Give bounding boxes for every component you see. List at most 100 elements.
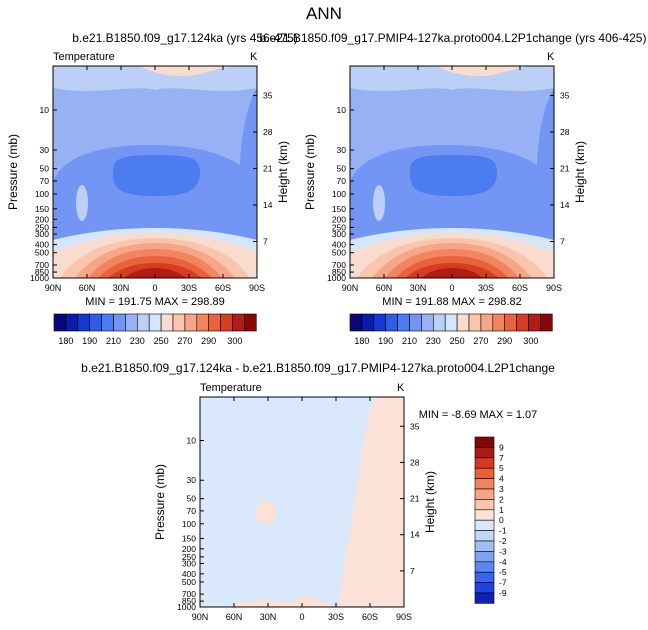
pressure-tick-label: 700 [35, 260, 49, 270]
colorbar-label: 180 [354, 336, 369, 346]
height-tick-label: 7 [263, 237, 268, 247]
pressure-tick-label: 30 [187, 475, 197, 485]
pressure-tick-label: 500 [332, 248, 346, 258]
pressure-tick-label: 500 [182, 577, 196, 587]
pressure-tick-label: 300 [182, 558, 196, 568]
height-tick-label: 28 [410, 457, 420, 467]
diff-colorbar-label: 1 [499, 505, 504, 515]
pressure-tick-label: 250 [182, 552, 196, 562]
x-tick-label: 60N [226, 612, 243, 622]
panel-a-unit-label: K [250, 51, 258, 63]
pressure-tick-label: 300 [35, 229, 49, 239]
x-tick-label: 90S [546, 283, 562, 293]
panel-b-unit-label: K [547, 51, 555, 63]
colorbar-box [89, 313, 102, 332]
colorbar-label: 230 [426, 336, 441, 346]
diff-colorbar-box [474, 488, 495, 500]
pressure-tick-label: 1000 [327, 273, 346, 283]
region-warm-top-right [393, 400, 404, 420]
height-tick-label: 21 [263, 164, 273, 174]
panel-a-contours [53, 66, 257, 278]
height-tick-label: 14 [410, 530, 420, 540]
height-tick-label: 7 [410, 566, 415, 576]
pressure-tick-label: 250 [332, 222, 346, 232]
diff-colorbar-label: -4 [499, 557, 507, 567]
diff-colorbar-box [474, 509, 495, 521]
y-axis-right-label: Height (km) [573, 141, 587, 203]
x-tick-label: 60S [512, 283, 528, 293]
colorbar-box [492, 313, 505, 332]
colorbar-box [480, 313, 494, 332]
x-tick-label: 60N [79, 283, 96, 293]
x-tick-label: 60S [362, 612, 378, 622]
pressure-tick-label: 50 [337, 164, 347, 174]
colorbar-box [504, 313, 517, 332]
panel-c-contours [200, 397, 404, 607]
colorbar-label: 190 [378, 336, 393, 346]
colorbar-box [468, 313, 482, 332]
pressure-tick-label: 700 [182, 589, 196, 599]
panel-b-axes: 90N 60N 30N 0 30S 60S 90S103050701001502002503… [303, 66, 587, 293]
pressure-tick-label: 50 [187, 494, 197, 504]
region-layer-300-b [421, 268, 483, 278]
pressure-tick-label: 850 [182, 596, 196, 606]
colorbar-label: 190 [82, 336, 97, 346]
colorbar-label: 290 [497, 336, 512, 346]
diff-colorbar-box [474, 519, 495, 531]
x-tick-label: 30S [181, 283, 197, 293]
colorbar-box [148, 313, 162, 332]
region-cold-pocket-left [76, 185, 88, 221]
region-warm-surface [226, 596, 338, 607]
x-tick-label: 30S [328, 612, 344, 622]
colorbar-box [65, 313, 79, 332]
colorbar-box [516, 313, 529, 332]
y-axis-right-label: Height (km) [276, 141, 290, 203]
diff-colorbar-box [474, 582, 495, 594]
x-tick-label: 0 [299, 612, 304, 622]
region-cold-pocket-left-b [373, 185, 385, 221]
diff-colorbar-label: 0 [499, 515, 504, 525]
x-tick-label: 90S [249, 283, 265, 293]
panel-difference: b.e21.B1850.f09_g17.124ka - b.e21.B1850.… [81, 361, 555, 622]
pressure-tick-label: 100 [35, 189, 49, 199]
colorbar-box [373, 313, 386, 332]
diff-colorbar-label: -7 [499, 578, 507, 588]
x-tick-label: 60S [215, 283, 231, 293]
height-tick-label: 35 [560, 91, 570, 101]
height-tick-label: 14 [263, 200, 273, 210]
x-tick-label: 60N [376, 283, 393, 293]
diff-colorbar-label: -3 [499, 546, 507, 556]
y-axis-label: Pressure (mb) [6, 134, 20, 210]
pressure-tick-label: 50 [40, 164, 50, 174]
colorbar-box [361, 313, 375, 332]
diff-colorbar-box [474, 436, 495, 448]
y-axis-label: Pressure (mb) [153, 464, 167, 540]
diff-colorbar-box [474, 467, 495, 479]
panel-b-colorbar: 180 190 210 230 250 270 290 300 [349, 313, 553, 346]
colorbar-box [456, 313, 470, 332]
colorbar-label: 210 [402, 336, 417, 346]
pressure-tick-label: 1000 [177, 602, 196, 612]
x-tick-label: 90N [192, 612, 209, 622]
colorbar-box [137, 313, 150, 332]
colorbar-box [208, 313, 221, 332]
diff-colorbar-box [474, 478, 495, 490]
diff-colorbar-box [474, 530, 495, 542]
colorbar-box [101, 313, 114, 332]
panel-c-unit-label: K [397, 382, 405, 394]
pressure-tick-label: 400 [332, 240, 346, 250]
colorbar-box [409, 313, 422, 332]
y-axis-right-label: Height (km) [423, 471, 437, 533]
pressure-tick-label: 70 [187, 506, 197, 516]
diff-colorbar-box [474, 499, 495, 511]
colorbar-box [349, 313, 363, 332]
panel-a-variable-label: Temperature [53, 51, 115, 63]
x-tick-label: 30S [478, 283, 494, 293]
pressure-tick-label: 400 [35, 240, 49, 250]
height-tick-label: 28 [560, 127, 570, 137]
region-warm-top-b [437, 66, 532, 77]
pressure-tick-label: 150 [332, 204, 346, 214]
pressure-tick-label: 150 [35, 204, 49, 214]
panel-a-title: b.e21.B1850.f09_g17.124ka (yrs 456-475) [72, 31, 298, 45]
